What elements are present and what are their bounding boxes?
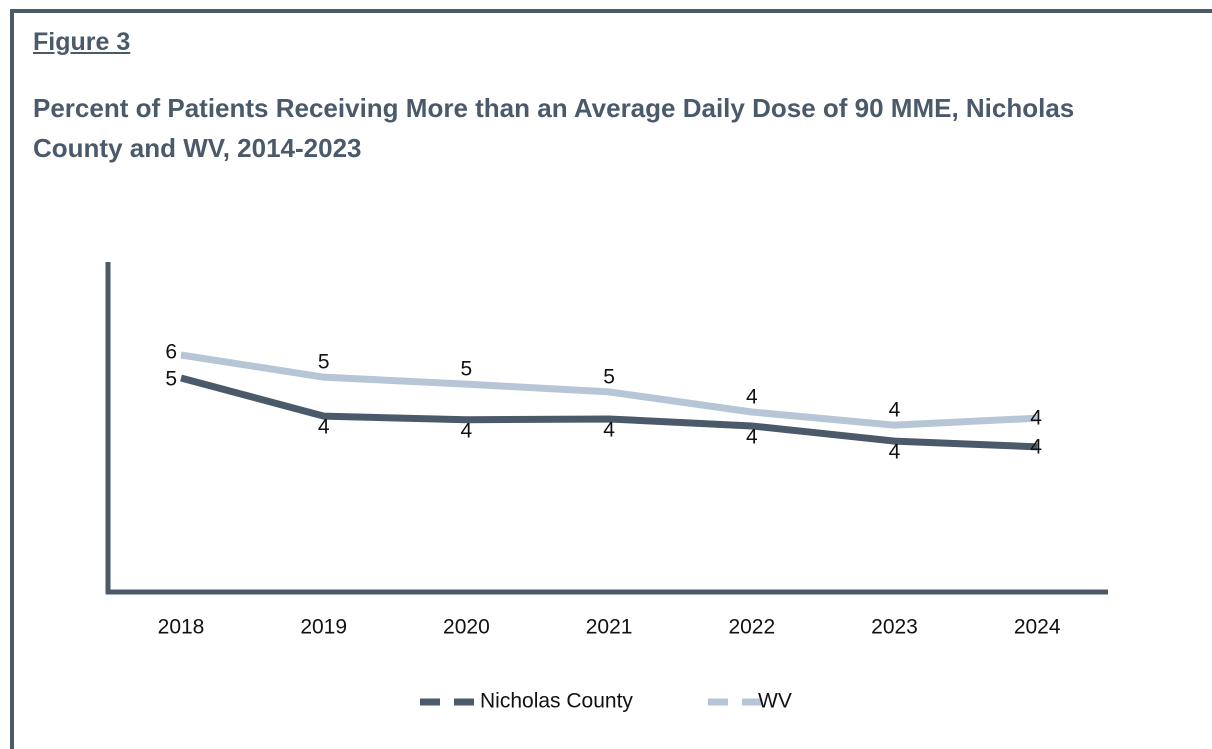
data-label: 5 [461,358,473,381]
legend-label: Nicholas County [480,690,633,713]
data-label: 6 [165,341,177,364]
data-label: 5 [318,351,330,374]
data-label: 4 [1030,407,1042,430]
data-label: 4 [746,425,758,448]
legend-label: WV [758,690,792,713]
data-label: 4 [461,419,473,442]
data-label: 5 [165,368,177,391]
x-tick-label: 2023 [871,616,918,639]
data-label: 4 [746,386,758,409]
x-tick-label: 2019 [300,616,347,639]
data-label: 4 [889,399,901,422]
series-line [180,351,1038,429]
chart-title: Percent of Patients Receiving More than … [33,93,1075,163]
series-line [180,374,1038,451]
figure-label: Figure 3 [33,28,131,56]
data-label: 5 [603,365,615,388]
x-tick-label: 2020 [443,616,490,639]
frame [10,9,1212,749]
x-tick-label: 2022 [728,616,775,639]
x-tick-label: 2021 [586,616,633,639]
data-label: 4 [318,416,330,439]
data-label: 4 [1030,435,1042,458]
data-label: 4 [603,419,615,442]
x-tick-label: 2024 [1014,616,1061,639]
data-label: 4 [889,441,901,464]
x-tick-label: 2018 [158,616,205,639]
